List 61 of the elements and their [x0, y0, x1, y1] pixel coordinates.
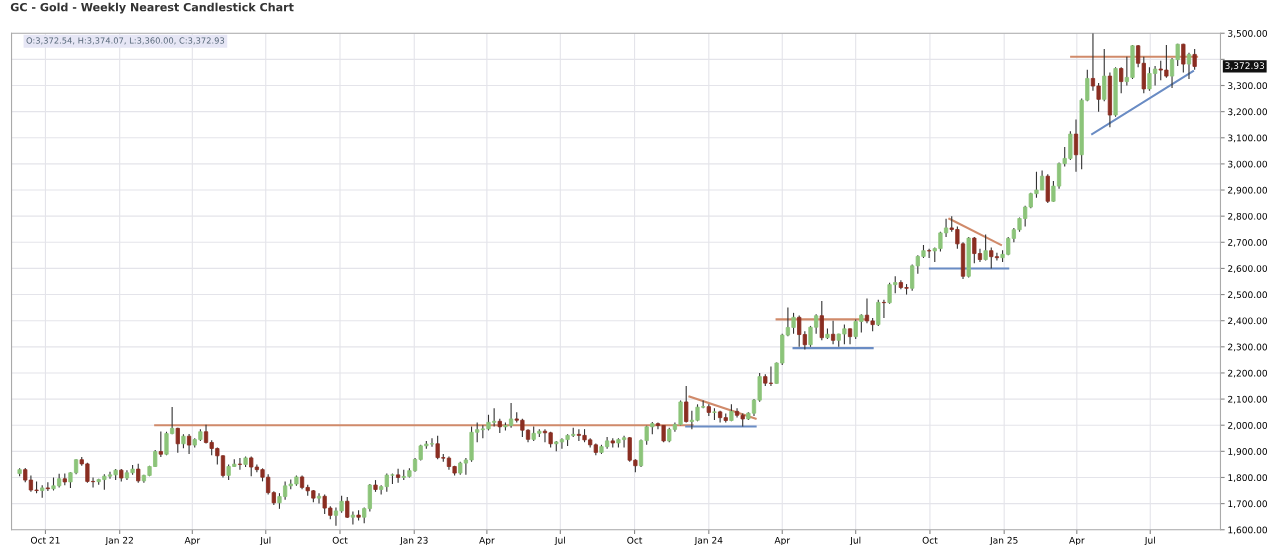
candlestick [45, 481, 50, 492]
candlestick [1192, 48, 1197, 71]
annotation: O:3,372.54, H:3,374.07, L:3,360.00, C:3,372.93 [26, 37, 225, 45]
x-tick-label: Jul [1144, 536, 1155, 545]
candlestick [1102, 48, 1107, 102]
candlestick [345, 496, 350, 519]
candlestick [158, 430, 163, 458]
candlestick [684, 385, 689, 424]
y-tick-label: 2,000.00 [1228, 421, 1268, 430]
candlestick [830, 320, 836, 345]
candlestick [1119, 66, 1124, 94]
candlestick [1181, 43, 1186, 73]
x-tick-label: Jul [554, 536, 565, 545]
candlestick [136, 463, 141, 484]
y-tick-label: 1,700.00 [1228, 500, 1268, 509]
text: 3,372.93 [1225, 62, 1265, 70]
x-tick-label: Oct [332, 536, 348, 544]
x-tick-label: Oct [627, 536, 643, 544]
y-tick-label: 3,500.00 [1228, 29, 1268, 38]
y-tick-label: 2,700.00 [1228, 239, 1268, 247]
candlestick [876, 299, 881, 327]
candlestick [983, 233, 988, 262]
y-tick-label: 2,300.00 [1228, 343, 1268, 352]
x-tick-label: Jan 22 [105, 536, 133, 545]
candlestick [237, 457, 243, 471]
x-tick-label: Jul [259, 536, 271, 545]
candlestick [1073, 118, 1079, 173]
candlestick [395, 468, 401, 484]
y-tick-label: 1,900.00 [1228, 448, 1268, 456]
candlestick [819, 300, 824, 341]
candlestick [316, 492, 322, 505]
y-tick-label: 1,600.00 [1228, 526, 1268, 535]
candlestick [350, 510, 356, 526]
y-tick-label: 2,600.00 [1228, 265, 1268, 273]
x-tick-label: Oct [922, 536, 938, 544]
x-tick-label: Apr [1069, 536, 1085, 545]
chart-title: GC - Gold - Weekly Nearest Candlestick Chart [10, 2, 294, 14]
x-tick-label: Apr [479, 536, 495, 545]
x-tick-label: Apr [184, 536, 201, 545]
x-tick-label: Jan 25 [989, 536, 1018, 545]
y-tick-label: 2,500.00 [1228, 291, 1268, 300]
y-tick-label: 1,800.00 [1228, 474, 1268, 482]
y-tick-label: 3,300.00 [1228, 82, 1268, 90]
y-tick-label: 2,900.00 [1228, 186, 1268, 195]
y-tick-label: 3,200.00 [1228, 108, 1268, 117]
candlestick [881, 299, 887, 319]
candlestick [186, 433, 192, 455]
y-tick-label: 3,100.00 [1228, 134, 1268, 143]
x-tick-label: Jan 23 [399, 536, 428, 545]
x-tick-label: Jan 24 [694, 536, 723, 545]
candlestick [927, 248, 932, 259]
x-tick-label: Oct 21 [30, 536, 60, 544]
y-tick-label: 3,000.00 [1228, 160, 1268, 169]
candlestick [175, 427, 180, 454]
candlestick [1186, 52, 1192, 80]
y-tick-label: 2,100.00 [1228, 395, 1268, 404]
x-tick-label: Jul [849, 536, 861, 545]
x-tick-label: Apr [774, 536, 791, 545]
y-tick-label: 2,400.00 [1228, 317, 1268, 326]
y-tick-label: 2,200.00 [1228, 369, 1268, 378]
y-tick-label: 2,800.00 [1228, 212, 1268, 221]
